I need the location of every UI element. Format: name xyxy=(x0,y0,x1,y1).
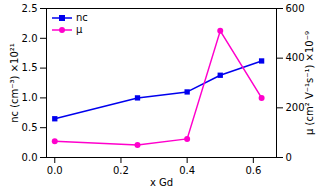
svg-text:0.2: 0.2 xyxy=(113,165,129,176)
svg-text:0.6: 0.6 xyxy=(245,165,261,176)
html-text:μ: μ xyxy=(76,24,83,35)
svg-text:400: 400 xyxy=(286,52,305,63)
svg-text:2.0: 2.0 xyxy=(22,33,38,44)
svg-text:x Gd: x Gd xyxy=(150,177,173,188)
svg-text:200: 200 xyxy=(286,102,305,113)
svg-text:0.0: 0.0 xyxy=(47,165,63,176)
svg-text:μ (cm² V⁻¹s⁻¹) ×10⁻⁹: μ (cm² V⁻¹s⁻¹) ×10⁻⁹ xyxy=(304,31,315,135)
svg-text:1.0: 1.0 xyxy=(22,92,38,103)
svg-text:0: 0 xyxy=(286,152,292,163)
svg-text:0.0: 0.0 xyxy=(22,152,38,163)
svg-text:0.4: 0.4 xyxy=(179,165,195,176)
html-text:nc: nc xyxy=(76,12,88,23)
svg-text:nc (cm⁻³) ×10²¹: nc (cm⁻³) ×10²¹ xyxy=(9,43,20,123)
svg-text:1.5: 1.5 xyxy=(22,62,38,73)
svg-text:2.5: 2.5 xyxy=(22,3,38,14)
svg-text:600: 600 xyxy=(286,3,305,14)
svg-text:0.5: 0.5 xyxy=(22,122,38,133)
